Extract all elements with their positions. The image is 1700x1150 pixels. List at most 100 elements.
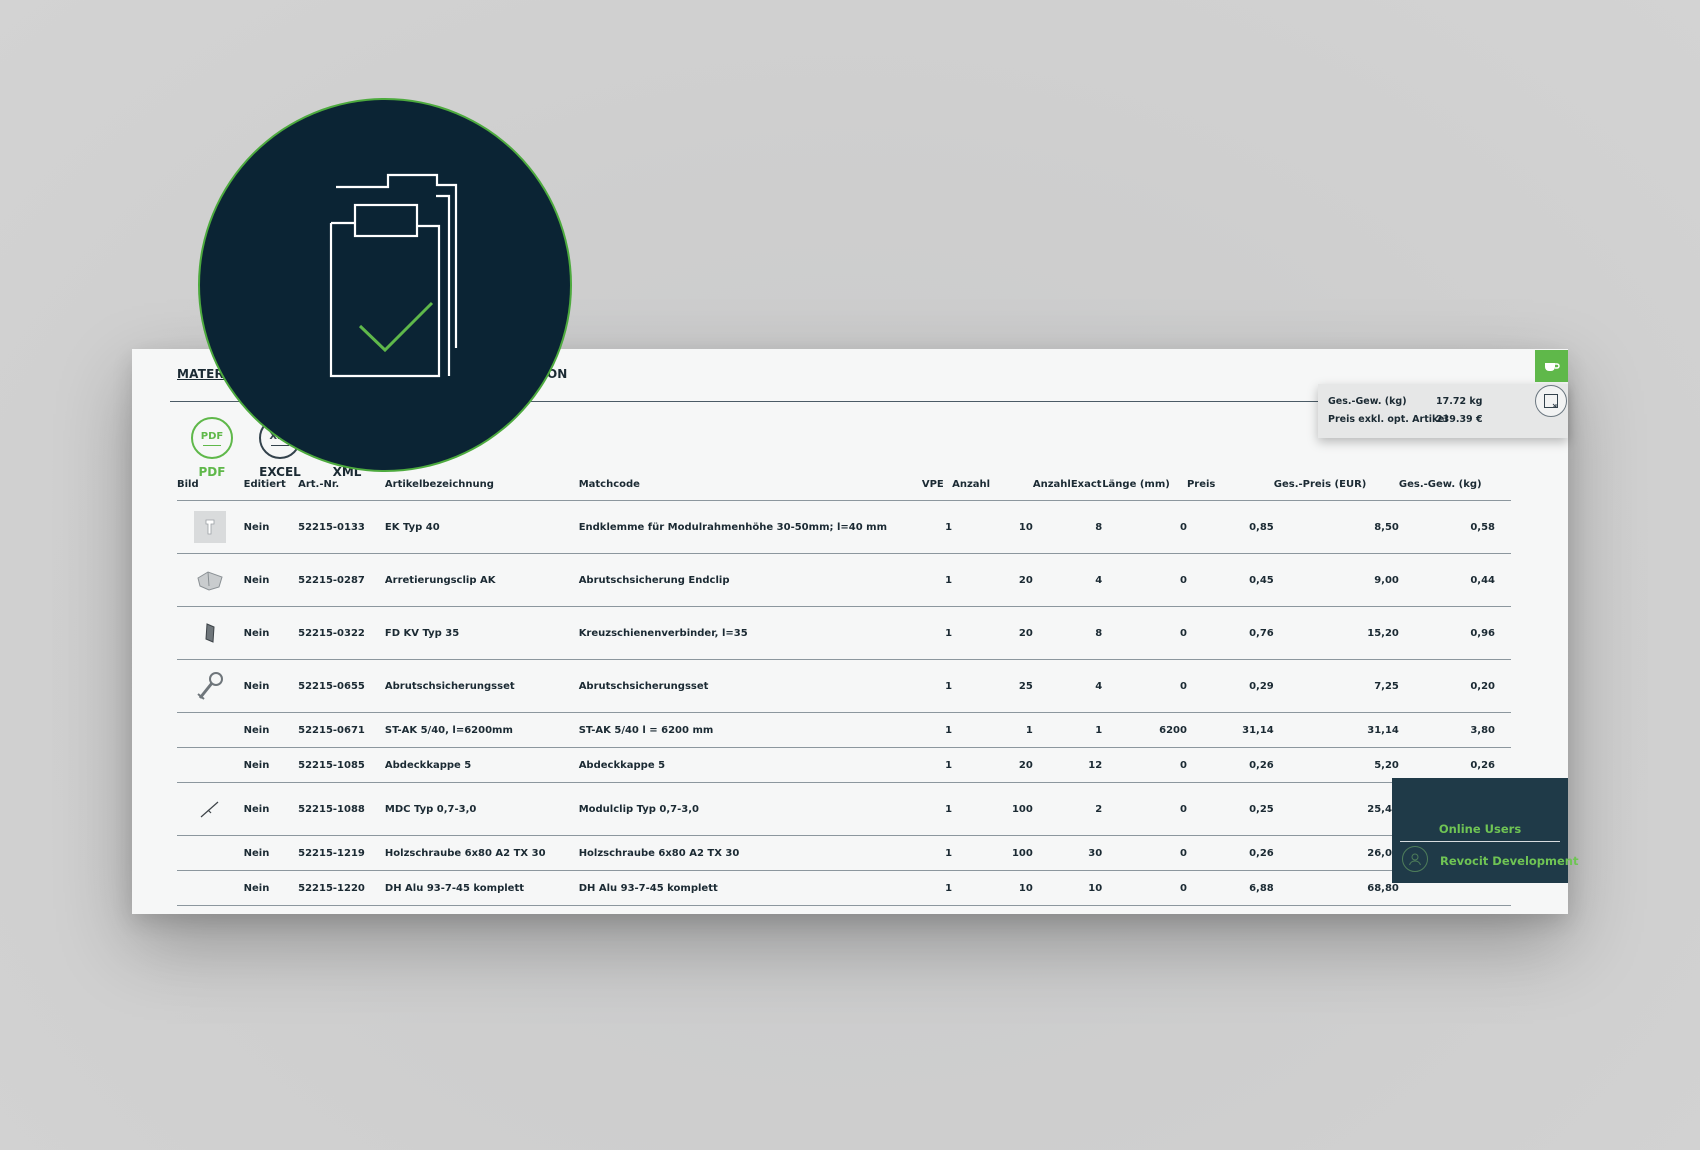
- row-matchcode: Abrutschsicherungsset: [578, 659, 922, 713]
- row-editiert: Nein: [243, 712, 299, 748]
- col-art-nr[interactable]: Art.-Nr.: [298, 479, 385, 501]
- row-image: [177, 870, 244, 906]
- row-art-nr: 52215-1088: [298, 782, 385, 836]
- expand-icon: [1544, 394, 1558, 408]
- row-laenge: 0: [1102, 659, 1187, 713]
- tab-divider: [170, 401, 1318, 402]
- row-ges-preis: 31,14: [1273, 712, 1399, 748]
- row-laenge: 0: [1102, 782, 1187, 836]
- col-matchcode[interactable]: Matchcode: [578, 479, 922, 501]
- endclamp-image: [177, 511, 244, 543]
- row-anzahl: 10: [952, 500, 1033, 554]
- row-art-nr: 52215-0133: [298, 500, 385, 554]
- table-row[interactable]: Nein 52215-0655 Abrutschsicherungsset Abrut…: [177, 659, 1511, 713]
- row-art-nr: 52215-0655: [298, 659, 385, 713]
- table-row[interactable]: Nein 52215-0287 Arretierungsclip AK Abrutsc…: [177, 553, 1511, 607]
- row-ges-preis: 68,80: [1273, 870, 1399, 906]
- online-user-name[interactable]: Revocit Development: [1440, 854, 1579, 868]
- row-vpe: 1: [921, 782, 953, 836]
- summary-price-label: Preis exkl. opt. Artikel: [1328, 414, 1448, 425]
- row-image: [177, 553, 244, 607]
- col-bild[interactable]: Bild: [177, 479, 244, 501]
- table-row[interactable]: Nein 52215-1219 Holzschraube 6x80 A2 TX 30…: [177, 835, 1511, 871]
- row-editiert: Nein: [243, 870, 299, 906]
- row-artikelbezeichnung: Arretierungsclip AK: [384, 553, 579, 607]
- col-ges-gew[interactable]: Ges.-Gew. (kg): [1398, 479, 1511, 501]
- table-row[interactable]: Nein 52215-0322 FD KV Typ 35 Kreuzschienenv…: [177, 606, 1511, 660]
- row-ges-preis: 7,25: [1273, 659, 1399, 713]
- connector-image: [177, 621, 244, 645]
- row-ges-gew: 0,44: [1398, 553, 1511, 607]
- col-vpe[interactable]: VPE: [921, 479, 953, 501]
- row-artikelbezeichnung: Abdeckkappe 5: [384, 747, 579, 783]
- row-preis: 0,29: [1186, 659, 1274, 713]
- row-anzahl: 10: [952, 870, 1033, 906]
- row-matchcode: Abrutschsicherung Endclip: [578, 553, 922, 607]
- row-ges-gew: 0,20: [1398, 659, 1511, 713]
- row-art-nr: 52215-0287: [298, 553, 385, 607]
- row-image: [177, 606, 244, 660]
- coffee-cup-icon: [1544, 363, 1560, 371]
- row-vpe: 1: [921, 553, 953, 607]
- row-vpe: 1: [921, 712, 953, 748]
- row-laenge: 6200: [1102, 712, 1187, 748]
- row-art-nr: 52215-1085: [298, 747, 385, 783]
- col-laenge[interactable]: Länge (mm): [1102, 479, 1187, 501]
- summary-box: Ges.-Gew. (kg) 17.72 kg Preis exkl. opt.…: [1318, 384, 1568, 438]
- summary-price-value: 239.39 €: [1436, 414, 1483, 425]
- row-anzahl-exact: 4: [1032, 553, 1103, 607]
- row-ges-gew: 0,58: [1398, 500, 1511, 554]
- row-ges-preis: 5,20: [1273, 747, 1399, 783]
- row-editiert: Nein: [243, 553, 299, 607]
- row-art-nr: 52215-0671: [298, 712, 385, 748]
- row-laenge: 0: [1102, 835, 1187, 871]
- row-anzahl: 100: [952, 782, 1033, 836]
- row-anzahl: 20: [952, 553, 1033, 607]
- table-row[interactable]: Nein 52215-0133 EK Typ 40 Endklemme für Mod…: [177, 500, 1511, 554]
- export-pdf-label: PDF: [198, 465, 226, 479]
- row-matchcode: DH Alu 93-7-45 komplett: [578, 870, 922, 906]
- row-preis: 0,25: [1186, 782, 1274, 836]
- avatar[interactable]: [1402, 846, 1428, 872]
- row-anzahl-exact: 12: [1032, 747, 1103, 783]
- summary-weight-value: 17.72 kg: [1436, 396, 1483, 407]
- row-editiert: Nein: [243, 606, 299, 660]
- col-editiert[interactable]: Editiert: [243, 479, 299, 501]
- row-image: [177, 500, 244, 554]
- col-ges-preis[interactable]: Ges.-Preis (EUR): [1273, 479, 1399, 501]
- summary-weight-label: Ges.-Gew. (kg): [1328, 396, 1407, 407]
- row-preis: 31,14: [1186, 712, 1274, 748]
- row-anzahl-exact: 1: [1032, 712, 1103, 748]
- row-editiert: Nein: [243, 782, 299, 836]
- row-artikelbezeichnung: MDC Typ 0,7-3,0: [384, 782, 579, 836]
- green-action-button[interactable]: [1535, 350, 1568, 382]
- row-vpe: 1: [921, 870, 953, 906]
- row-matchcode: Endklemme für Modulrahmenhöhe 30-50mm; l…: [578, 500, 922, 554]
- table-row[interactable]: Nein 52215-1085 Abdeckkappe 5 Abdeckkappe 5…: [177, 747, 1511, 783]
- safety-set-image: [177, 670, 244, 702]
- table-row[interactable]: Nein 52215-1088 MDC Typ 0,7-3,0 Modulclip T…: [177, 782, 1511, 836]
- export-xml-label: XML: [332, 465, 362, 479]
- row-art-nr: 52215-1220: [298, 870, 385, 906]
- col-artikelbezeichnung[interactable]: Artikelbezeichnung: [384, 479, 579, 501]
- export-pdf-button[interactable]: PDF PDF: [182, 417, 242, 479]
- row-ges-preis: 25,46: [1273, 782, 1399, 836]
- col-preis[interactable]: Preis: [1186, 479, 1274, 501]
- user-icon: [1409, 853, 1421, 866]
- export-xml-button[interactable]: XML: [317, 417, 377, 479]
- tab-other[interactable]: ON: [547, 367, 568, 381]
- table-row[interactable]: Nein 52215-0671 ST-AK 5/40, l=6200mm ST-AK …: [177, 712, 1511, 748]
- expand-button[interactable]: [1535, 385, 1567, 417]
- col-anzahl-exact[interactable]: AnzahlExact: [1032, 479, 1103, 501]
- row-image: [177, 659, 244, 713]
- col-anzahl[interactable]: Anzahl: [952, 479, 1033, 501]
- row-preis: 0,45: [1186, 553, 1274, 607]
- row-artikelbezeichnung: DH Alu 93-7-45 komplett: [384, 870, 579, 906]
- row-vpe: 1: [921, 606, 953, 660]
- table-row[interactable]: Nein 52215-1220 DH Alu 93-7-45 komplett DH …: [177, 870, 1511, 906]
- row-laenge: 0: [1102, 870, 1187, 906]
- row-anzahl: 20: [952, 747, 1033, 783]
- export-excel-label: EXCEL: [259, 465, 301, 479]
- row-editiert: Nein: [243, 747, 299, 783]
- clipboard-check-icon: [329, 173, 458, 378]
